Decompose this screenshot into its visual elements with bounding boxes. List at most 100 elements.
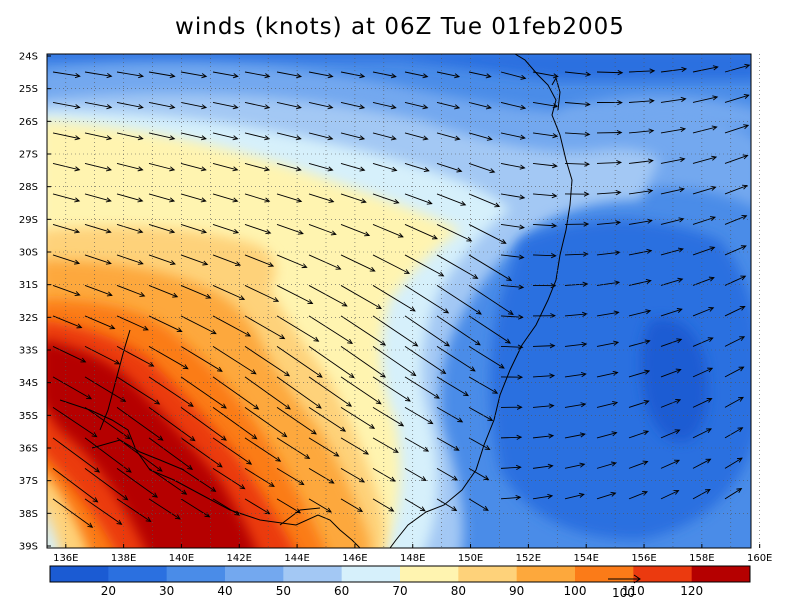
wind-arrow-shaft bbox=[372, 376, 411, 402]
wind-arrow bbox=[692, 276, 715, 286]
wind-arrow-shaft bbox=[148, 102, 175, 108]
wind-arrow-head bbox=[647, 188, 654, 194]
wind-arrow bbox=[692, 428, 713, 439]
wind-arrow-shaft bbox=[308, 376, 352, 407]
wind-arrow-shaft bbox=[84, 468, 128, 501]
wind-arrow bbox=[628, 399, 650, 408]
wind-arrow bbox=[532, 283, 557, 289]
wind-arrow-head bbox=[548, 403, 555, 409]
wind-arrow-shaft bbox=[436, 193, 466, 206]
wind-arrow bbox=[724, 154, 749, 164]
wind-arrow-head bbox=[454, 104, 461, 110]
wind-arrow bbox=[244, 254, 275, 267]
wind-arrow-shaft bbox=[84, 224, 111, 233]
wind-arrow bbox=[276, 315, 320, 342]
wind-arrow bbox=[628, 339, 651, 347]
wind-arrow bbox=[660, 277, 684, 286]
wind-arrow bbox=[500, 254, 525, 260]
wind-arrow-head bbox=[106, 291, 113, 297]
wind-arrow-head bbox=[380, 340, 387, 346]
wind-arrow-shaft bbox=[532, 224, 557, 227]
wind-arrow bbox=[532, 343, 556, 349]
wind-arrow-head bbox=[517, 374, 524, 380]
wind-arrow-head bbox=[105, 197, 112, 203]
wind-arrow-head bbox=[582, 281, 589, 287]
wind-arrow-shaft bbox=[532, 102, 558, 107]
wind-arrow-shaft bbox=[52, 437, 100, 473]
colorbar-label: 20 bbox=[101, 584, 116, 598]
wind-arrow bbox=[84, 346, 121, 365]
wind-arrow bbox=[468, 498, 489, 511]
wind-arrow bbox=[692, 185, 717, 195]
wind-arrow-head bbox=[94, 467, 101, 473]
wind-arrow bbox=[212, 163, 239, 172]
wind-arrow-shaft bbox=[276, 132, 301, 140]
wind-arrow-shaft bbox=[340, 71, 365, 78]
wind-arrow-head bbox=[679, 187, 686, 193]
wind-arrow-head bbox=[457, 417, 464, 423]
lon-label: 140E bbox=[169, 553, 194, 564]
wind-arrow-shaft bbox=[148, 254, 176, 265]
wind-arrow-head bbox=[200, 197, 207, 203]
wind-arrow-head bbox=[580, 372, 587, 378]
lat-label: 33S bbox=[19, 346, 38, 357]
wind-arrow bbox=[372, 132, 397, 141]
wind-arrow bbox=[340, 71, 366, 79]
wind-arrow-head bbox=[364, 231, 371, 237]
wind-arrow-shaft bbox=[404, 132, 428, 140]
wind-arrow bbox=[84, 163, 112, 172]
wind-arrow bbox=[628, 490, 648, 500]
wind-arrow-head bbox=[297, 229, 304, 235]
wind-arrow-head bbox=[105, 259, 112, 265]
wind-arrow-shaft bbox=[436, 406, 463, 423]
wind-arrow bbox=[116, 71, 145, 79]
wind-arrow-head bbox=[106, 73, 113, 79]
wind-arrow-head bbox=[264, 135, 271, 141]
wind-arrow-shaft bbox=[52, 468, 98, 503]
wind-arrow bbox=[180, 376, 227, 409]
wind-arrow bbox=[52, 407, 98, 438]
wind-arrow bbox=[212, 346, 257, 375]
wind-arrow bbox=[212, 407, 258, 440]
wind-arrow-head bbox=[74, 135, 81, 141]
wind-arrow-shaft bbox=[436, 163, 462, 172]
wind-arrow-head bbox=[585, 71, 592, 77]
wind-arrow bbox=[244, 132, 271, 141]
wind-arrow bbox=[468, 437, 491, 451]
wind-arrow bbox=[596, 100, 623, 106]
wind-arrow bbox=[532, 253, 557, 259]
wind-arrow bbox=[372, 346, 417, 377]
wind-arrow bbox=[692, 95, 719, 103]
wind-arrow-shaft bbox=[276, 467, 304, 485]
wind-arrow-head bbox=[275, 456, 282, 462]
wind-arrow-head bbox=[475, 309, 482, 315]
wind-arrow bbox=[308, 346, 355, 379]
wind-arrow-shaft bbox=[308, 224, 337, 235]
wind-arrow-shaft bbox=[84, 193, 111, 202]
wind-arrow bbox=[724, 336, 746, 347]
wind-arrow-head bbox=[709, 246, 716, 252]
colorbar-swatch bbox=[108, 566, 168, 582]
wind-arrow-shaft bbox=[212, 498, 240, 516]
lon-label: 158E bbox=[689, 553, 714, 564]
wind-arrow-head bbox=[737, 427, 744, 433]
reference-vector-label: 100 bbox=[612, 586, 635, 600]
wind-arrow bbox=[404, 163, 430, 172]
wind-arrow bbox=[84, 285, 113, 297]
wind-arrow-shaft bbox=[308, 467, 334, 484]
wind-arrow-head bbox=[390, 104, 397, 110]
wind-arrow-head bbox=[443, 308, 450, 314]
wind-arrow-head bbox=[453, 445, 460, 451]
wind-arrow-head bbox=[677, 277, 684, 283]
wind-arrow bbox=[340, 346, 386, 378]
wind-arrow-head bbox=[738, 366, 745, 372]
wind-arrow bbox=[436, 224, 473, 242]
wind-arrow-shaft bbox=[500, 163, 525, 169]
wind-arrow bbox=[660, 459, 681, 469]
wind-arrow-shaft bbox=[404, 376, 440, 399]
wind-arrow-shaft bbox=[372, 163, 397, 171]
wind-arrow-head bbox=[422, 73, 429, 79]
wind-arrow bbox=[468, 376, 499, 394]
map-frame bbox=[46, 53, 752, 549]
wind-arrow-head bbox=[363, 449, 370, 455]
